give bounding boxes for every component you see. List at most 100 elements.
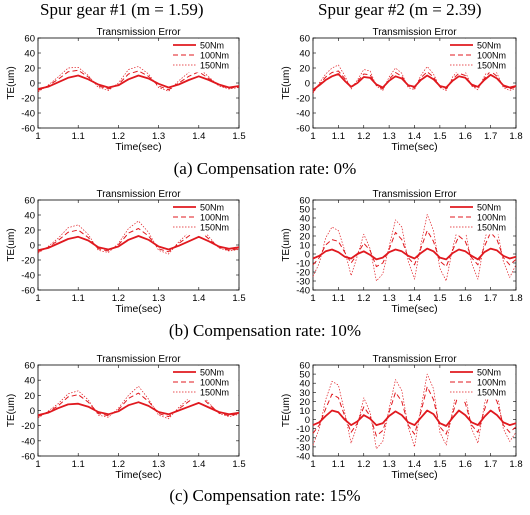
x-tick-label: 1.3 [383,293,396,304]
y-tick-label: 10 [299,241,310,252]
x-tick-label: 1 [310,131,315,142]
x-tick-label: 1.5 [433,459,446,470]
legend-label: 150Nm [477,61,506,71]
y-tick-label: 0 [30,241,35,252]
series-line-50nm [312,247,517,261]
y-tick-label: -30 [296,442,310,453]
y-axis-label: TE(um) [6,66,17,99]
chart-title: Transmission Error [96,27,181,38]
x-tick-label: 1.2 [112,459,125,470]
y-axis-label: TE(um) [6,228,17,261]
y-tick-label: -40 [21,436,35,447]
x-tick-label: 1.1 [72,459,85,470]
legend-label: 100Nm [477,378,506,388]
x-tick-label: 1.2 [357,293,370,304]
legend-label: 150Nm [477,388,506,398]
y-tick-label: -20 [21,256,35,267]
chart-title: Transmission Error [372,189,457,200]
caption-row1: (a) Compensation rate: 0% [173,159,357,178]
legend-label: 150Nm [200,223,229,233]
y-tick-label: 50 [299,370,310,381]
legend-label: 150Nm [477,223,506,233]
y-tick-label: 40 [24,49,35,60]
legend-label: 50Nm [477,203,501,213]
y-tick-label: -60 [21,452,35,463]
legend-label: 150Nm [200,388,229,398]
x-axis-label: Time(sec) [115,469,161,481]
y-tick-label: -60 [296,124,310,135]
y-tick-label: 40 [24,211,35,222]
x-tick-label: 1 [35,131,40,142]
series-line-50nm [312,73,517,91]
x-tick-label: 1.5 [433,131,446,142]
y-tick-label: -20 [296,433,310,444]
legend-label: 100Nm [477,213,506,223]
x-tick-label: 1.2 [112,293,125,304]
y-tick-label: 20 [24,64,35,75]
y-tick-label: 0 [30,406,35,417]
y-tick-label: -20 [21,94,35,105]
series-line-50nm [37,401,240,416]
y-tick-label: -40 [21,109,35,120]
y-tick-label: 60 [24,196,35,207]
y-tick-label: -60 [21,286,35,297]
x-tick-label: 1.3 [152,293,165,304]
x-axis-label: Time(sec) [115,141,161,153]
x-tick-label: 1.4 [408,293,421,304]
x-tick-label: 1.8 [509,459,522,470]
series-line-50nm [37,235,240,252]
y-axis-label: TE(um) [281,394,292,427]
y-tick-label: 50 [299,205,310,216]
y-tick-label: 40 [299,379,310,390]
x-tick-label: 1.6 [459,131,472,142]
y-tick-label: 20 [299,232,310,243]
x-tick-label: 1.8 [509,131,522,142]
x-tick-label: 1.7 [484,293,497,304]
chart-title: Transmission Error [372,27,457,38]
y-tick-label: 40 [24,376,35,387]
y-axis-label: TE(um) [281,228,292,261]
legend-label: 50Nm [200,368,224,378]
chart-panel-3: -60 -40 -20 0 20 40 60 1 1.1 1.2 1.3 1.4 1.5 Transmis… [6,189,246,315]
y-tick-label: -10 [296,424,310,435]
y-axis-label: TE(um) [281,66,292,99]
y-tick-label: 20 [299,64,310,75]
x-tick-label: 1.1 [72,293,85,304]
series-line-50nm [37,74,240,90]
series-line-100nm [312,70,517,93]
caption-row2: (b) Compensation rate: 10% [168,321,362,340]
x-tick-label: 1.2 [112,131,125,142]
legend-label: 50Nm [477,41,501,51]
x-tick-label: 1.3 [383,131,396,142]
x-tick-label: 1.5 [433,293,446,304]
y-tick-label: -20 [296,94,310,105]
chart-panel-5: -60 -40 -20 0 20 40 60 1 1.1 1.2 1.3 1.4 1.5 Transmis… [6,354,246,481]
series-line-150nm [312,214,517,282]
y-tick-label: -40 [296,286,310,297]
x-tick-label: 1.3 [383,459,396,470]
y-tick-label: 20 [24,391,35,402]
x-tick-label: 1.6 [459,459,472,470]
y-tick-label: 60 [299,196,310,207]
y-tick-label: 40 [299,49,310,60]
x-tick-label: 1.2 [357,131,370,142]
y-tick-label: -30 [296,277,310,288]
x-tick-label: 1.1 [332,459,345,470]
y-tick-label: 10 [299,406,310,417]
x-tick-label: 1.1 [332,131,345,142]
chart-title: Transmission Error [96,354,181,365]
x-tick-label: 1.1 [332,293,345,304]
x-axis-label: Time(sec) [391,303,437,315]
series-line-150nm [37,385,240,420]
series-line-150nm [312,373,517,450]
x-tick-label: 1 [310,293,315,304]
y-tick-label: 0 [30,79,35,90]
x-axis-label: Time(sec) [391,141,437,153]
x-tick-label: 1.6 [459,293,472,304]
series-line-100nm [37,228,240,253]
legend-label: 100Nm [477,51,506,61]
